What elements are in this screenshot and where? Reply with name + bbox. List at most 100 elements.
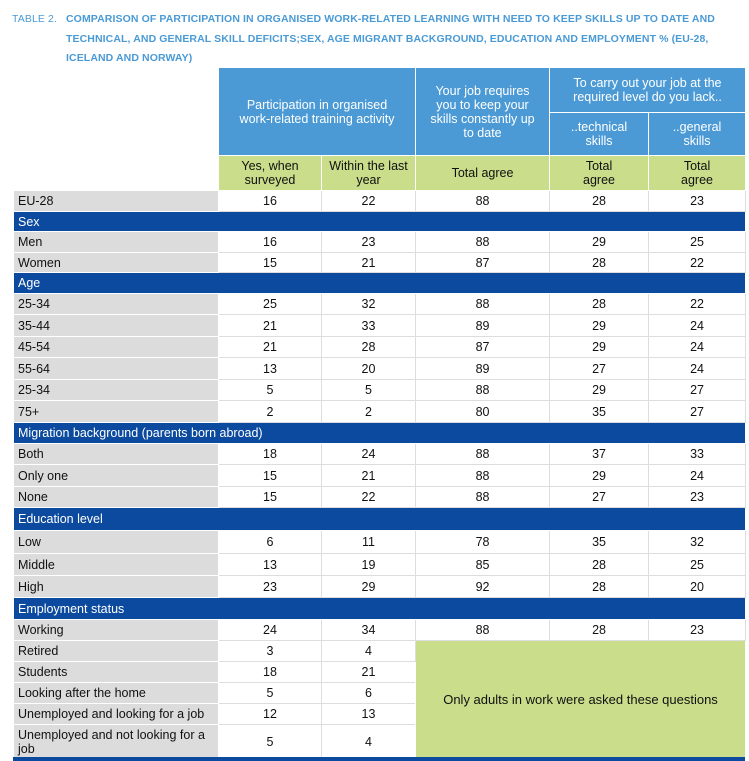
table-row: 35-44 21 33 89 29 24 bbox=[13, 314, 747, 337]
row-label: Unemployed and not looking for a job bbox=[13, 724, 219, 759]
table-cell: 87 bbox=[415, 336, 551, 358]
table-cell: 29 bbox=[320, 575, 417, 598]
table-cell: 23 bbox=[648, 190, 747, 212]
table-cell: 21 bbox=[218, 336, 322, 358]
table-cell: 33 bbox=[648, 443, 747, 465]
table-cell: 28 bbox=[549, 293, 650, 315]
table-cell: 33 bbox=[320, 314, 417, 337]
table-cell: 25 bbox=[218, 293, 322, 315]
table-cell: 13 bbox=[320, 703, 417, 725]
table-cell: 85 bbox=[415, 553, 551, 576]
corner-blank bbox=[13, 67, 219, 156]
table-cell: 28 bbox=[549, 190, 650, 212]
table-cell: 28 bbox=[320, 336, 417, 358]
subheader: Yes, when surveyed bbox=[218, 155, 322, 191]
table-cell: 15 bbox=[218, 464, 322, 487]
table-cell: 13 bbox=[218, 357, 322, 380]
table-cell: 23 bbox=[320, 231, 417, 253]
table-cell: 28 bbox=[549, 553, 650, 576]
section-row: Employment status bbox=[12, 597, 747, 620]
table-cell: 3 bbox=[218, 640, 322, 662]
table-row: High 23 29 92 28 20 bbox=[13, 575, 747, 598]
row-label: Low bbox=[13, 530, 219, 554]
table-cell: 24 bbox=[648, 314, 747, 337]
table-cell: 22 bbox=[648, 293, 747, 315]
table-cell: 88 bbox=[415, 231, 551, 253]
table-cell: 6 bbox=[320, 682, 417, 704]
section-header: Employment status bbox=[12, 597, 747, 620]
table-cell: 12 bbox=[218, 703, 322, 725]
table-row: Students 18 21 bbox=[13, 661, 746, 683]
row-label: Retired bbox=[13, 640, 219, 662]
table-row: Unemployed and not looking for a job 5 4 bbox=[13, 724, 746, 759]
table-row: 25-34 5 5 88 29 27 bbox=[13, 379, 747, 401]
row-label: Only one bbox=[13, 464, 219, 487]
table-cell: 15 bbox=[218, 486, 322, 508]
table-cell: 4 bbox=[320, 724, 417, 759]
table-row: Working 24 34 88 28 23 bbox=[13, 619, 747, 641]
table-cell: 24 bbox=[648, 357, 747, 380]
table-cell: 22 bbox=[320, 190, 417, 212]
row-label: EU-28 bbox=[13, 190, 219, 212]
table-cell: 88 bbox=[415, 293, 551, 315]
table-cell: 5 bbox=[218, 682, 322, 704]
subheader: Total agree bbox=[549, 155, 650, 191]
table-row: Low 6 11 78 35 32 bbox=[13, 530, 747, 554]
table-cell: 23 bbox=[648, 486, 747, 508]
section-header: Migration background (parents born abroa… bbox=[12, 422, 747, 444]
section-header: Age bbox=[12, 272, 747, 294]
table-cell: 16 bbox=[218, 231, 322, 253]
table-cell: 25 bbox=[648, 553, 747, 576]
table-cell: 2 bbox=[218, 400, 322, 423]
table-cell: 37 bbox=[549, 443, 650, 465]
table-cell: 88 bbox=[415, 443, 551, 465]
table-cell: 80 bbox=[415, 400, 551, 423]
table-cell: 87 bbox=[415, 252, 551, 273]
table-row: Middle 13 19 85 28 25 bbox=[13, 553, 747, 576]
table-bottom-rule bbox=[13, 757, 745, 761]
table-row: Retired 3 4 Only adults in work were asked … bbox=[13, 640, 747, 759]
section-header: Education level bbox=[12, 507, 747, 531]
table-cell: 88 bbox=[415, 190, 551, 212]
section-header: Sex bbox=[12, 211, 747, 232]
header-participation: Participation in organised work-related … bbox=[217, 67, 417, 156]
table-number: TABLE 2. bbox=[12, 13, 57, 25]
table-row: EU-28 16 22 88 28 23 bbox=[13, 190, 747, 212]
table-cell: 78 bbox=[415, 530, 551, 554]
table-cell: 28 bbox=[549, 252, 650, 273]
table-cell: 27 bbox=[648, 400, 747, 423]
row-label: None bbox=[13, 486, 219, 508]
row-label: High bbox=[13, 575, 219, 598]
table-cell: 21 bbox=[320, 252, 417, 273]
header-job-requires: Your job requires you to keep your skill… bbox=[415, 67, 551, 156]
section-row: Migration background (parents born abroa… bbox=[12, 422, 747, 444]
table-cell: 18 bbox=[218, 443, 322, 465]
table-cell: 27 bbox=[549, 486, 650, 508]
table-row: None 15 22 88 27 23 bbox=[13, 486, 747, 508]
table-row: Women 15 21 87 28 22 bbox=[13, 252, 747, 273]
table-cell: 22 bbox=[320, 486, 417, 508]
row-label: Working bbox=[13, 619, 219, 641]
header-general: ..general skills bbox=[648, 112, 747, 156]
table-cell: 18 bbox=[218, 661, 322, 683]
table-cell: 24 bbox=[648, 336, 747, 358]
table-cell: 20 bbox=[320, 357, 417, 380]
row-label: 25-34 bbox=[13, 379, 219, 401]
table-row: Men 16 23 88 29 25 bbox=[13, 231, 747, 253]
table-cell: 29 bbox=[549, 379, 650, 401]
table-cell: 25 bbox=[648, 231, 747, 253]
table-cell: 16 bbox=[218, 190, 322, 212]
table-cell: 19 bbox=[320, 553, 417, 576]
table-cell: 4 bbox=[320, 640, 417, 662]
table-cell: 28 bbox=[549, 575, 650, 598]
table-row: 75+ 2 2 80 35 27 bbox=[13, 400, 747, 423]
table-cell: 88 bbox=[415, 464, 551, 487]
table-cell: 92 bbox=[415, 575, 551, 598]
table-cell: 15 bbox=[218, 252, 322, 273]
table-cell: 13 bbox=[218, 553, 322, 576]
table-row: 45-54 21 28 87 29 24 bbox=[13, 336, 747, 358]
table-row: 55-64 13 20 89 27 24 bbox=[13, 357, 747, 380]
table-cell: 2 bbox=[320, 400, 417, 423]
table-cell: 21 bbox=[218, 314, 322, 337]
table-row: 25-34 25 32 88 28 22 bbox=[13, 293, 747, 315]
